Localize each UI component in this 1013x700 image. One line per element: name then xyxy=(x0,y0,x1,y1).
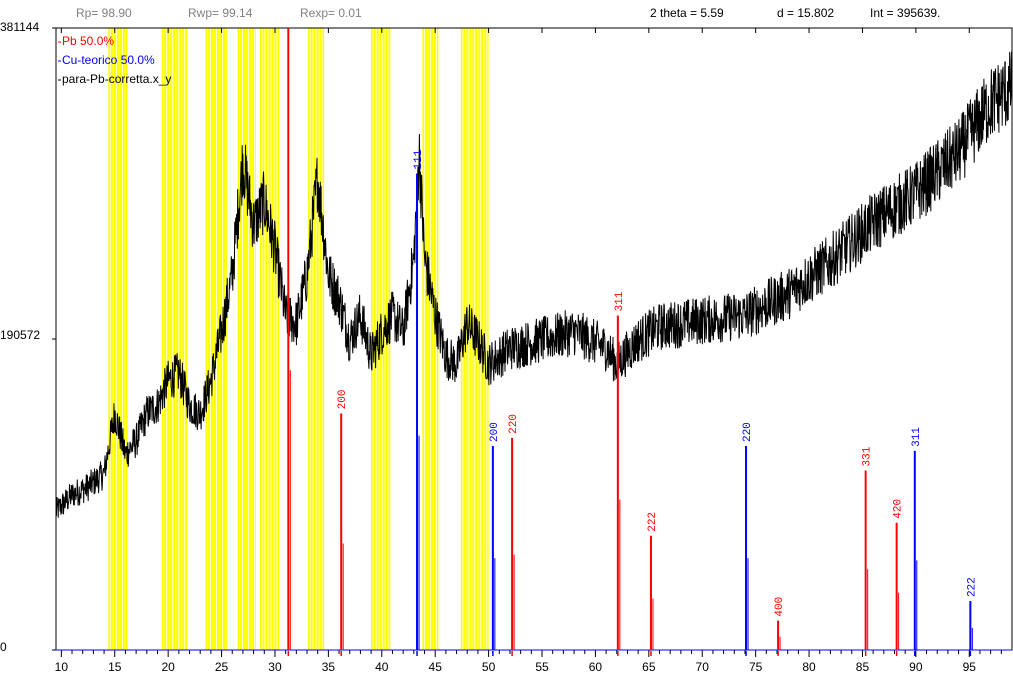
peak-hkl-label: 200 xyxy=(489,422,501,442)
x-tick-label: 30 xyxy=(268,660,282,674)
legend-entry-cu[interactable]: Cu-teorico 50.0% xyxy=(62,53,155,67)
legend-label-cu: Cu-teorico 50.0% xyxy=(62,53,155,67)
peak-hkl-label: 400 xyxy=(774,597,786,617)
excluded-region-band xyxy=(162,28,188,650)
x-tick-label: 40 xyxy=(375,660,389,674)
peak-hkl-label: 311 xyxy=(911,427,923,447)
x-tick-label: 80 xyxy=(802,660,816,674)
peak-hkl-label: 111 xyxy=(413,149,425,169)
excluded-region xyxy=(308,28,324,650)
excluded-region-band xyxy=(238,28,256,650)
legend-entry-pattern[interactable]: para-Pb-corretta.x_y xyxy=(62,72,171,86)
x-tick-label: 25 xyxy=(215,660,229,674)
excluded-region xyxy=(238,28,256,650)
peak-hkl-label: 200 xyxy=(337,390,349,410)
x-tick-label: 20 xyxy=(161,660,175,674)
excluded-region-band xyxy=(108,28,127,650)
excluded-region-band xyxy=(260,28,279,650)
x-tick-label: 60 xyxy=(589,660,603,674)
x-tick-label: 95 xyxy=(963,660,977,674)
x-tick-label: 85 xyxy=(856,660,870,674)
peak-hkl-label: 220 xyxy=(742,422,754,442)
x-tick-label: 50 xyxy=(482,660,496,674)
peak-hkl-label: 420 xyxy=(893,499,905,519)
x-tick-label: 15 xyxy=(108,660,122,674)
x-tick-label: 35 xyxy=(322,660,336,674)
peak-hkl-label: 222 xyxy=(966,577,978,597)
peak-hkl-label: 222 xyxy=(647,512,659,532)
legend-label-pb: Pb 50.0% xyxy=(62,34,114,48)
peak-hkl-label: 331 xyxy=(862,446,874,466)
excluded-region xyxy=(260,28,279,650)
legend-label-pattern: para-Pb-corretta.x_y xyxy=(62,72,171,86)
x-tick-label: 10 xyxy=(55,660,69,674)
x-tick-label: 90 xyxy=(909,660,923,674)
x-tick-label: 45 xyxy=(429,660,443,674)
excluded-region xyxy=(422,28,438,650)
x-tick-label: 75 xyxy=(749,660,763,674)
peak-hkl-label: 220 xyxy=(508,414,520,434)
legend-entry-pb[interactable]: Pb 50.0% xyxy=(62,34,114,48)
excluded-region xyxy=(162,28,188,650)
peak-hkl-label: 311 xyxy=(614,291,626,311)
x-tick-label: 65 xyxy=(642,660,656,674)
excluded-region xyxy=(108,28,127,650)
x-tick-label: 55 xyxy=(535,660,549,674)
x-tick-label: 70 xyxy=(696,660,710,674)
